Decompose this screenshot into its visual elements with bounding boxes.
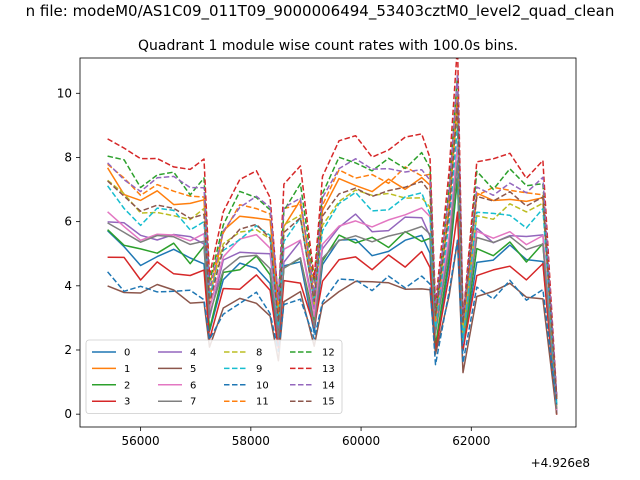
series-line-11 [107,94,558,399]
y-axis: 0 2 4 6 8 10 [57,86,80,421]
series-line-0 [107,177,558,412]
legend-label-7: 7 [190,397,196,408]
series-line-7 [107,160,558,409]
y-tick-label: 4 [64,279,72,293]
series-line-10 [107,239,558,405]
legend-label-6: 6 [190,380,196,391]
x-axis: 56000 58000 60000 62000 [122,427,490,448]
axes-frame [79,57,577,428]
legend-label-4: 4 [190,348,196,359]
legend-label-9: 9 [256,364,262,375]
legend-label-0: 0 [124,348,130,359]
x-axis-offset-label: +4.926e8 [531,456,590,470]
x-tick-label: 58000 [232,434,270,448]
series-line-5 [107,240,558,415]
series-line-13 [107,58,558,396]
legend-label-13: 13 [322,364,335,375]
series-layer [106,58,558,415]
x-tick-label: 60000 [342,434,380,448]
x-tick-label: 62000 [452,434,490,448]
series-line-9 [106,125,558,404]
series-line-15 [107,102,558,400]
y-tick-label: 2 [64,343,72,357]
legend-label-8: 8 [256,348,262,359]
legend-label-1: 1 [124,364,130,375]
series-line-3 [107,211,558,415]
y-tick-label: 6 [64,215,72,229]
legend-label-5: 5 [190,364,196,375]
series-line-14 [107,73,558,398]
legend-label-3: 3 [124,397,130,408]
series-line-8 [107,112,558,406]
legend-label-15: 15 [322,397,335,408]
legend-label-10: 10 [256,380,269,391]
legend-label-11: 11 [256,397,269,408]
x-tick-label: 56000 [122,434,160,448]
y-tick-label: 0 [64,407,72,421]
legend-box [85,339,343,414]
chart-title: Quadrant 1 module wise count rates with … [138,38,518,54]
legend-label-14: 14 [322,380,335,391]
legend-label-12: 12 [322,348,335,359]
y-tick-label: 10 [57,86,72,100]
series-line-2 [107,177,558,414]
legend-label-2: 2 [124,380,130,391]
figure-suptitle: n file: modeM0/AS1C09_011T09_9000006494_… [26,2,615,21]
y-tick-label: 8 [64,150,72,164]
